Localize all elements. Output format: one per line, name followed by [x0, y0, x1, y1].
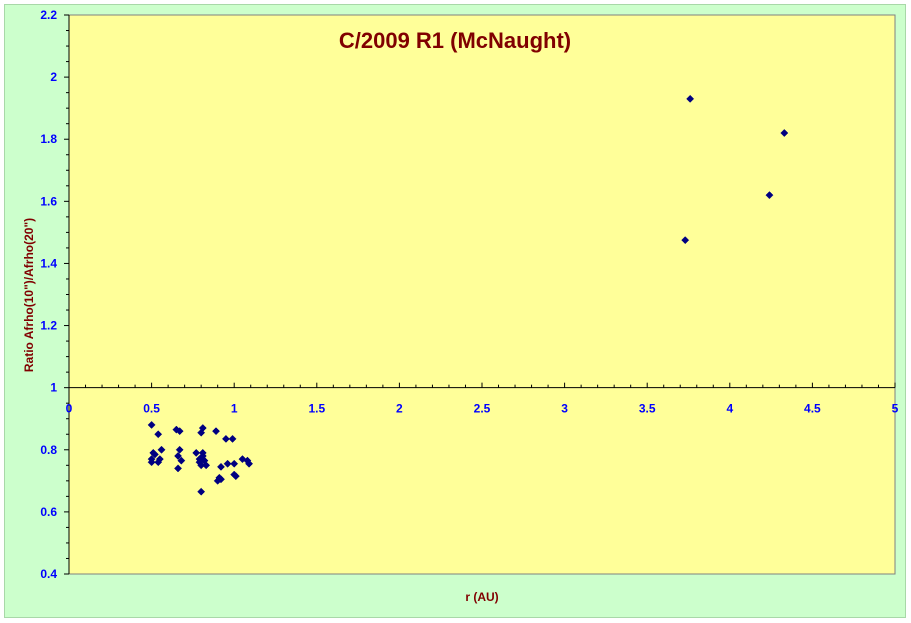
data-point: [780, 129, 789, 137]
data-point: [197, 461, 206, 470]
data-point: [243, 456, 252, 465]
x-tick-label: 0: [66, 402, 73, 416]
x-tick-label: 2.5: [474, 402, 491, 416]
data-point: [686, 94, 695, 103]
x-tick-label: 2: [396, 402, 403, 416]
data-point: [197, 487, 206, 496]
data-point: [157, 445, 166, 454]
y-tick-label: 1.2: [40, 319, 57, 333]
data-point: [174, 464, 182, 473]
data-point: [175, 427, 184, 436]
x-tick-label: 0.5: [143, 402, 160, 416]
y-tick-label: 0.6: [40, 505, 57, 519]
data-point: [198, 424, 207, 432]
chart-title: C/2009 R1 (McNaught): [339, 28, 571, 53]
data-point: [765, 191, 774, 200]
data-point: [221, 434, 230, 443]
x-axis: 0 0.5 1 1.5 2 2.5 3 3.5 4 4.5 5: [66, 382, 899, 416]
y-tick-label: 0.4: [40, 567, 57, 581]
data-point: [197, 428, 206, 437]
data-point: [217, 462, 225, 471]
data-point: [175, 445, 184, 454]
y-tick-label: 2.2: [40, 8, 57, 22]
data-point: [223, 459, 232, 468]
x-tick-label: 1.5: [308, 402, 325, 416]
x-tick-label: 1: [231, 402, 238, 416]
data-point: [174, 452, 182, 460]
data-point: [155, 455, 164, 464]
x-tick-label: 3: [561, 402, 568, 416]
y-tick-label: 1.6: [40, 194, 57, 208]
data-points: [147, 94, 789, 496]
data-point: [150, 450, 159, 459]
y-tick-label: 0.8: [40, 443, 57, 457]
data-point: [681, 236, 690, 245]
data-point: [230, 470, 239, 479]
y-tick-label: 1.8: [40, 132, 57, 146]
y-axis-title: Ratio Afrho(10")/Afrho(20"): [22, 218, 36, 372]
x-tick-label: 3.5: [639, 402, 656, 416]
data-point: [147, 420, 156, 429]
data-point: [192, 448, 201, 457]
x-tick-label: 4: [726, 402, 733, 416]
y-axis: 0.4 0.6 0.8 1 1.2 1.4 1.6 1.8 2 2.2: [40, 8, 70, 581]
data-point: [238, 455, 247, 464]
data-point: [177, 456, 186, 465]
data-point: [217, 475, 225, 484]
data-point: [154, 430, 163, 439]
x-tick-label: 4.5: [804, 402, 821, 416]
data-point: [228, 434, 237, 443]
data-point: [147, 458, 156, 467]
y-tick-label: 2: [50, 70, 57, 84]
y-tick-label: 1.4: [40, 256, 57, 270]
data-point: [230, 459, 239, 468]
data-point: [212, 427, 220, 436]
x-axis-title: r (AU): [465, 590, 498, 604]
y-tick-label: 1: [50, 381, 57, 395]
plot-area: [68, 14, 896, 575]
x-tick-label: 5: [892, 402, 899, 416]
